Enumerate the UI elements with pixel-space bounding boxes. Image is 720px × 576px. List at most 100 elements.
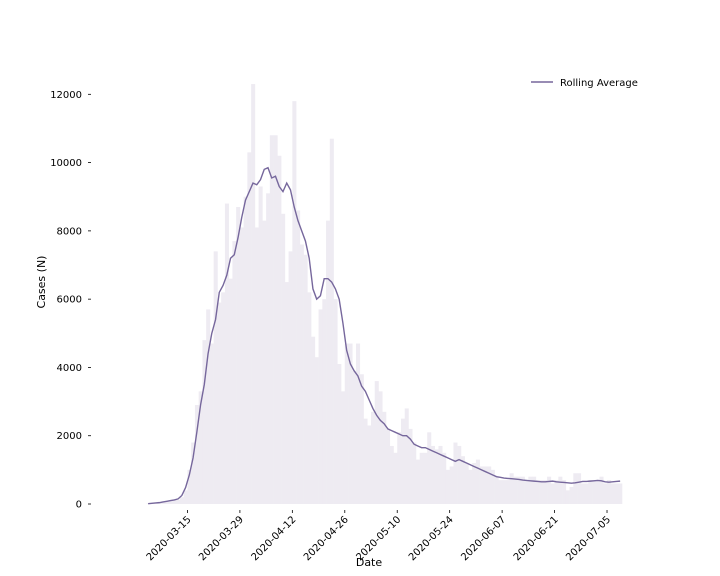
- bar-day-25: [228, 278, 233, 504]
- bar-day-72: [404, 408, 409, 504]
- bar-day-113: [558, 476, 563, 504]
- bar-day-33: [258, 186, 263, 505]
- bar-day-17: [198, 391, 203, 504]
- bar-day-63: [371, 411, 376, 504]
- bar-day-128: [614, 483, 619, 504]
- bar-day-32: [254, 227, 259, 504]
- bar-day-64: [374, 381, 379, 504]
- legend: Rolling Average: [531, 78, 638, 89]
- bar-day-90: [472, 463, 477, 504]
- bar-day-18: [202, 340, 207, 505]
- bar-day-109: [543, 480, 548, 504]
- bar-day-12: [179, 497, 184, 504]
- bar-day-117: [573, 473, 578, 504]
- bar-day-126: [607, 480, 612, 504]
- bar-day-85: [453, 442, 458, 504]
- bar-day-67: [385, 428, 391, 504]
- bar-day-78: [427, 432, 432, 504]
- bar-day-39: [281, 213, 286, 505]
- bar-day-57: [348, 343, 353, 504]
- bar-day-79: [430, 445, 435, 504]
- bar-day-86: [457, 445, 462, 504]
- bar-day-74: [412, 442, 417, 504]
- bar-day-10: [172, 500, 177, 504]
- x-tick-label: 2020-04-26: [302, 514, 351, 563]
- bar-day-81: [438, 445, 443, 504]
- bar-day-41: [288, 251, 293, 504]
- bar-day-48: [314, 357, 319, 504]
- bar-day-92: [479, 466, 484, 504]
- rolling-average-line: [148, 166, 621, 505]
- bar-day-21: [213, 251, 218, 504]
- bar-day-14: [187, 469, 192, 504]
- bar-day-99: [505, 480, 510, 504]
- bar-day-20: [209, 343, 214, 504]
- bar-day-124: [599, 476, 604, 504]
- bar-day-129: [618, 483, 623, 504]
- y-axis: 0 2000 4000 6000 8000 10000 12000: [50, 90, 91, 511]
- y-tick-label: 2000: [57, 431, 82, 442]
- bar-day-96: [494, 476, 499, 504]
- bar-day-49: [318, 309, 323, 504]
- bar-day-119: [580, 483, 585, 504]
- bar-day-62: [367, 425, 372, 504]
- bar-day-103: [520, 476, 525, 504]
- bar-day-38: [277, 155, 282, 504]
- bar-day-29: [243, 196, 248, 505]
- bar-day-116: [569, 486, 574, 504]
- bar-day-97: [498, 480, 503, 504]
- bar-day-93: [483, 466, 488, 504]
- y-tick-label: 6000: [57, 295, 82, 306]
- bar-day-95: [490, 469, 495, 504]
- bar-day-91: [475, 459, 480, 504]
- bar-day-56: [344, 343, 349, 504]
- bar-day-15: [191, 442, 196, 504]
- bar-day-11: [176, 499, 181, 504]
- bar-day-76: [419, 452, 424, 504]
- bar-day-44: [299, 244, 304, 504]
- bar-day-118: [577, 473, 582, 504]
- x-tick-label: 2020-06-21: [512, 514, 561, 563]
- bar-day-27: [236, 206, 241, 505]
- bar-day-34: [262, 220, 267, 504]
- y-tick-label: 0: [76, 500, 82, 511]
- bar-day-114: [562, 480, 567, 504]
- y-tick-label: 10000: [50, 158, 82, 169]
- bar-day-47: [311, 336, 316, 504]
- bar-day-70: [397, 432, 402, 504]
- daily-cases-bars: [146, 84, 623, 505]
- x-tick-label: 2020-04-12: [250, 514, 299, 563]
- bar-day-55: [341, 391, 346, 504]
- x-tick-label: 2020-07-05: [564, 514, 613, 563]
- bar-day-69: [393, 452, 398, 504]
- bar-day-104: [524, 480, 529, 504]
- bar-day-9: [168, 500, 173, 504]
- bar-day-58: [352, 370, 357, 504]
- bar-day-30: [247, 152, 252, 504]
- bar-day-31: [251, 84, 256, 504]
- y-tick-label: 8000: [57, 226, 82, 237]
- bar-day-22: [217, 302, 222, 504]
- x-tick-label: 2020-06-07: [459, 514, 508, 563]
- bar-day-107: [535, 480, 540, 504]
- bar-day-121: [588, 480, 593, 504]
- bar-day-71: [400, 418, 406, 504]
- bar-day-19: [206, 309, 211, 504]
- bar-day-54: [337, 364, 342, 504]
- bar-day-101: [513, 476, 518, 504]
- bar-day-36: [269, 135, 274, 504]
- bar-day-100: [509, 473, 514, 504]
- bar-day-43: [296, 210, 301, 504]
- bar-day-66: [382, 411, 387, 504]
- bar-day-16: [194, 404, 199, 504]
- y-tick-label: 4000: [57, 363, 82, 374]
- bar-day-87: [460, 456, 465, 504]
- bar-day-42: [292, 101, 297, 504]
- bar-day-35: [266, 193, 271, 504]
- bar-day-102: [517, 476, 522, 504]
- bar-day-65: [378, 391, 383, 504]
- bar-day-115: [565, 490, 570, 504]
- bar-day-122: [592, 480, 597, 504]
- bar-day-59: [356, 343, 361, 504]
